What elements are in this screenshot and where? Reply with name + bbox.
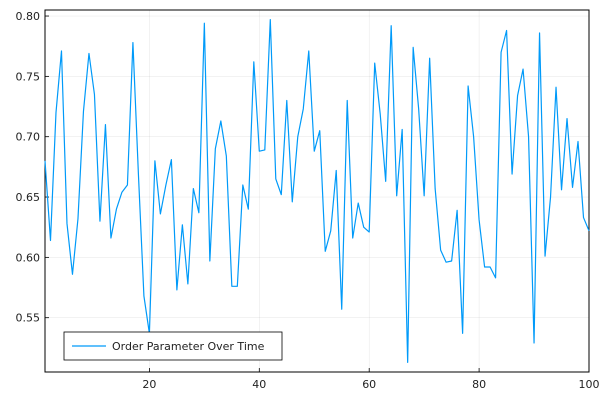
y-tick-label: 0.80 [16, 10, 41, 23]
x-tick-label: 60 [362, 378, 376, 391]
plot-frame [44, 9, 590, 373]
x-axis-labels: 20 40 60 80 100 [142, 378, 599, 391]
series-line [44, 19, 590, 363]
y-tick-label: 0.65 [16, 191, 41, 204]
y-axis-labels: 0.55 0.60 0.65 0.70 0.75 0.80 [16, 10, 41, 325]
series-group [44, 19, 590, 363]
y-tick-label: 0.75 [16, 70, 41, 83]
legend: Order Parameter Over Time [63, 331, 283, 361]
x-tick-label: 80 [472, 378, 486, 391]
plot-background [45, 10, 589, 372]
y-tick-label: 0.60 [16, 251, 41, 264]
legend-box [63, 331, 283, 361]
legend-label: Order Parameter Over Time [112, 340, 265, 353]
x-tick-label: 40 [252, 378, 266, 391]
x-tick-label: 100 [579, 378, 600, 391]
y-tick-label: 0.70 [16, 131, 41, 144]
grid-lines [45, 10, 590, 372]
y-tick-label: 0.55 [16, 312, 41, 325]
x-tick-label: 20 [142, 378, 156, 391]
